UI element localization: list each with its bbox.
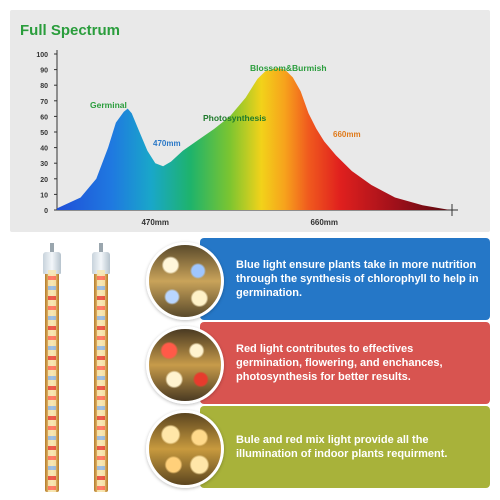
led-tube-left	[43, 243, 61, 492]
red-light-text: Red light contributes to effectives germ…	[236, 343, 443, 383]
blue-led-closeup-image	[146, 242, 224, 320]
y-tick-label: 80	[40, 83, 48, 90]
y-tick-label: 30	[40, 161, 48, 168]
tube-pin	[99, 243, 103, 253]
spectrum-area-series	[57, 68, 450, 210]
mix-light-info: Bule and red mix light provide all the i…	[200, 406, 490, 488]
chart-annotation: 470mm	[153, 139, 181, 148]
y-tick-label: 0	[44, 208, 48, 215]
spectrum-chart-panel: 0 10 20 30 40 50 60 70 80 90 100 470mm 660mm Germin…	[10, 10, 490, 232]
x-tick-label: 470mm	[141, 218, 169, 227]
x-tick-label: 660mm	[310, 218, 338, 227]
blue-light-info: Blue light ensure plants take in more nu…	[200, 238, 490, 320]
y-tick-label: 50	[40, 130, 48, 137]
led-strip	[48, 270, 56, 492]
chart-title: Full Spectrum	[20, 22, 121, 39]
y-tick-label: 20	[40, 177, 48, 184]
tube-end-cap	[43, 252, 61, 274]
y-tick-label: 100	[36, 52, 48, 59]
red-light-info: Red light contributes to effectives germ…	[200, 322, 490, 404]
y-tick-label: 10	[40, 192, 48, 199]
y-tick-label: 90	[40, 68, 48, 75]
chart-annotations: Germinal 470mm Photosynthesis Blossom&Burmi…	[90, 63, 361, 148]
led-tube-right	[92, 243, 110, 492]
red-led-closeup-image	[146, 326, 224, 404]
tube-end-cap	[92, 252, 110, 274]
y-tick-label: 40	[40, 146, 48, 153]
chart-annotation: Blossom&Burmish	[250, 63, 327, 73]
y-axis: 0 10 20 30 40 50 60 70 80 90 100	[36, 50, 58, 215]
led-strip	[97, 270, 105, 492]
mix-led-closeup-image	[146, 410, 224, 488]
chart-annotation: 660mm	[333, 130, 361, 139]
chart-annotation: Germinal	[90, 100, 127, 110]
y-tick-label: 70	[40, 99, 48, 106]
chart-annotation: Photosynthesis	[203, 113, 267, 123]
y-tick-label: 60	[40, 114, 48, 121]
mix-light-text: Bule and red mix light provide all the i…	[236, 434, 448, 460]
spectrum-chart: 0 10 20 30 40 50 60 70 80 90 100 470mm 660mm Germin…	[36, 50, 458, 227]
blue-light-text: Blue light ensure plants take in more nu…	[236, 259, 479, 299]
tube-pin	[50, 243, 54, 253]
